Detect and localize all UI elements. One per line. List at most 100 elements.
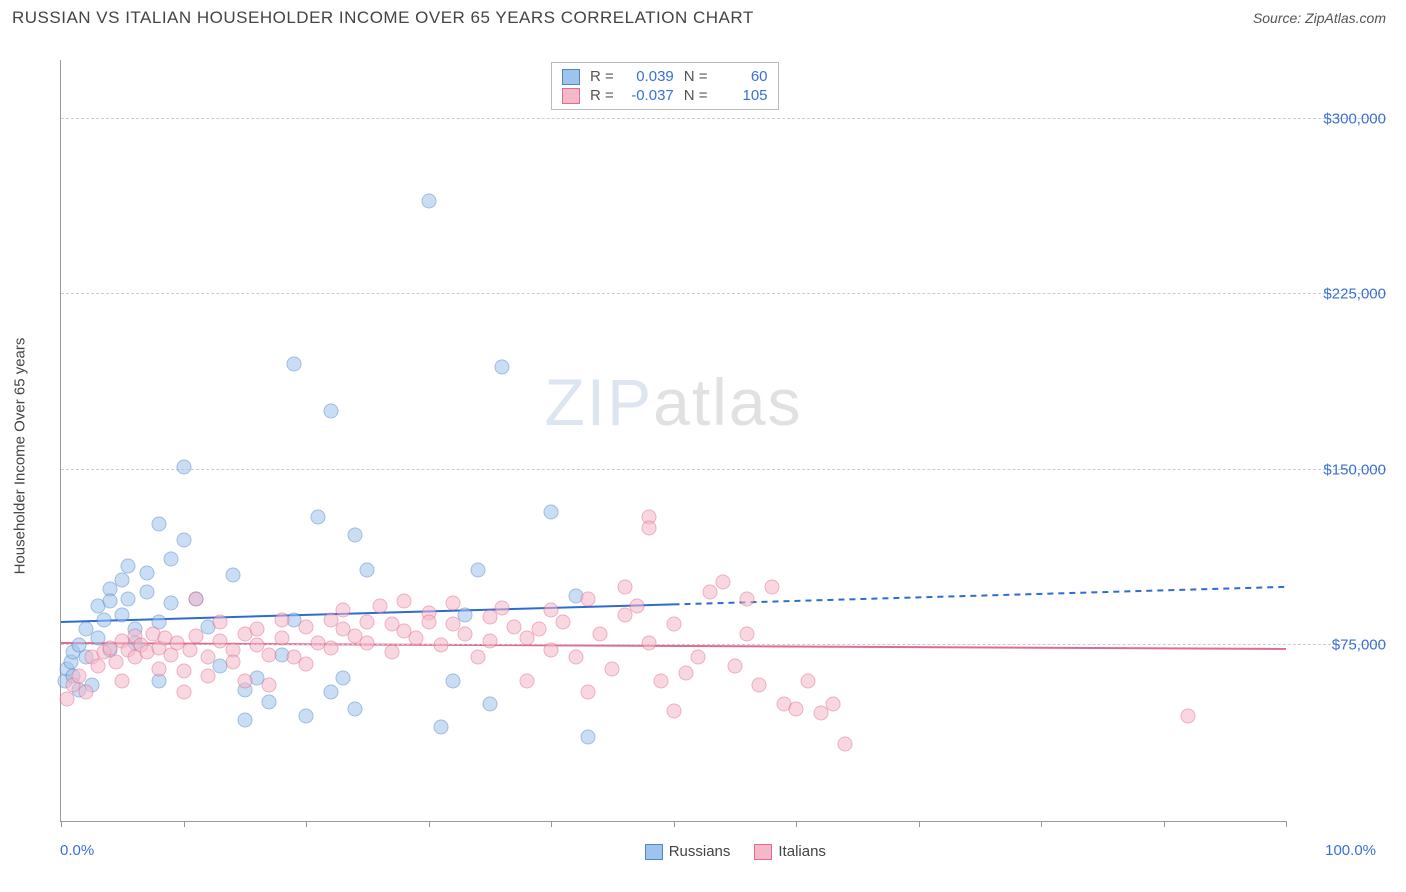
r-label: R = [590,68,614,85]
data-point-russians [458,607,473,622]
data-point-italians [188,629,203,644]
data-point-russians [421,193,436,208]
legend-swatch-italians [754,844,772,860]
data-point-italians [519,673,534,688]
data-point-italians [495,600,510,615]
gridline [61,118,1386,119]
data-point-italians [544,603,559,618]
watermark-part2: atlas [653,365,802,439]
data-point-russians [470,563,485,578]
x-max-label: 100.0% [1325,842,1376,859]
data-point-russians [115,607,130,622]
data-point-italians [176,685,191,700]
data-point-italians [838,736,853,751]
data-point-italians [262,647,277,662]
data-point-russians [103,593,118,608]
data-point-italians [580,685,595,700]
source-attribution: Source: ZipAtlas.com [1253,10,1386,26]
data-point-italians [580,591,595,606]
data-point-italians [250,622,265,637]
data-point-italians [544,643,559,658]
n-value-italians: 105 [714,87,768,104]
data-point-italians [789,701,804,716]
data-point-italians [764,579,779,594]
data-point-italians [556,614,571,629]
x-tick [674,821,675,827]
data-point-italians [60,692,75,707]
data-point-italians [225,654,240,669]
data-point-russians [495,359,510,374]
gridline [61,469,1386,470]
data-point-russians [446,673,461,688]
watermark: ZIPatlas [544,364,802,440]
data-point-russians [323,685,338,700]
r-value-italians: -0.037 [620,87,674,104]
data-point-russians [482,696,497,711]
chart-area: Householder Income Over 65 years ZIPatla… [30,40,1396,872]
correlation-box: R = 0.039 N = 60 R = -0.037 N = 105 [551,62,779,110]
data-point-russians [335,671,350,686]
data-point-russians [121,591,136,606]
swatch-italians [562,88,580,104]
data-point-italians [801,673,816,688]
data-point-italians [360,614,375,629]
data-point-russians [121,558,136,573]
n-label: N = [684,68,708,85]
correlation-row-russians: R = 0.039 N = 60 [562,67,768,86]
data-point-italians [72,668,87,683]
data-point-italians [237,673,252,688]
data-point-italians [433,638,448,653]
data-point-italians [299,619,314,634]
plot-region: ZIPatlas R = 0.039 N = 60 R = -0.037 N =… [60,60,1286,822]
data-point-italians [642,636,657,651]
data-point-italians [78,685,93,700]
x-tick [551,821,552,827]
data-point-italians [409,631,424,646]
data-point-italians [727,659,742,674]
data-point-italians [299,657,314,672]
r-value-russians: 0.039 [620,68,674,85]
data-point-italians [274,612,289,627]
swatch-russians [562,69,580,85]
data-point-italians [397,593,412,608]
data-point-russians [237,713,252,728]
legend-item-russians: Russians [645,843,731,860]
x-tick [429,821,430,827]
data-point-italians [691,650,706,665]
legend-item-italians: Italians [754,843,826,860]
y-axis-label: Householder Income Over 65 years [12,338,29,575]
data-point-russians [176,460,191,475]
x-tick [184,821,185,827]
data-point-italians [1181,708,1196,723]
data-point-italians [201,668,216,683]
data-point-russians [299,708,314,723]
legend-label-russians: Russians [669,843,731,860]
data-point-russians [164,596,179,611]
data-point-italians [740,591,755,606]
data-point-russians [311,509,326,524]
data-point-italians [617,579,632,594]
data-point-italians [446,596,461,611]
data-point-italians [176,664,191,679]
x-tick [1286,821,1287,827]
data-point-italians [360,636,375,651]
series-legend: Russians Italians [645,843,826,860]
data-point-italians [825,696,840,711]
data-point-russians [115,572,130,587]
x-tick [796,821,797,827]
data-point-italians [115,673,130,688]
data-point-italians [262,678,277,693]
data-point-russians [544,504,559,519]
legend-swatch-russians [645,844,663,860]
data-point-italians [507,619,522,634]
data-point-italians [740,626,755,641]
data-point-italians [109,654,124,669]
data-point-italians [90,659,105,674]
data-point-russians [580,729,595,744]
data-point-italians [335,603,350,618]
data-point-italians [629,598,644,613]
data-point-italians [384,645,399,660]
data-point-italians [666,703,681,718]
correlation-row-italians: R = -0.037 N = 105 [562,86,768,105]
data-point-russians [96,612,111,627]
